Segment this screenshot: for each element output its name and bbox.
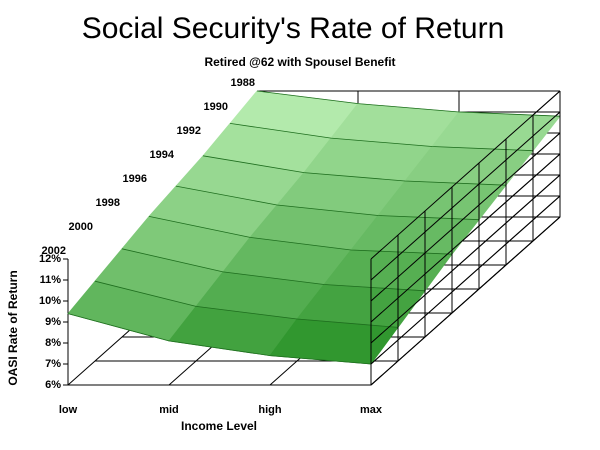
z-tick-label: 11% xyxy=(40,274,62,286)
y-tick-label: 2000 xyxy=(69,221,93,233)
y-tick-label: 1998 xyxy=(96,197,120,209)
chart-subtitle: Retired @62 with Spousel Benefit xyxy=(204,55,395,69)
grid-line xyxy=(370,132,561,302)
surface-row xyxy=(121,248,426,292)
y-tick-label: 1992 xyxy=(177,125,201,137)
z-axis-label: OASI Rate of Return xyxy=(6,270,20,385)
y-tick-label: 1988 xyxy=(231,77,255,89)
x-axis-label: Income Level xyxy=(181,419,257,433)
y-tick-label: 1990 xyxy=(204,101,228,113)
grid-line xyxy=(370,153,561,323)
surface-row xyxy=(202,155,507,186)
surface-row xyxy=(148,216,453,255)
surface-row xyxy=(175,185,480,221)
x-tick-label: low xyxy=(59,404,78,416)
x-tick-label: high xyxy=(258,404,281,416)
y-tick-label: 1996 xyxy=(123,173,147,185)
chart-title: Social Security's Rate of Return xyxy=(82,12,505,45)
z-tick-label: 7% xyxy=(45,358,61,370)
y-tick-label: 2002 xyxy=(42,245,66,257)
grid-line xyxy=(370,216,561,386)
surface-row xyxy=(229,123,534,152)
grid-line xyxy=(370,195,561,365)
y-tick-label: 1994 xyxy=(150,149,175,161)
grid-line xyxy=(370,111,561,281)
z-tick-label: 8% xyxy=(45,337,61,349)
z-tick-label: 10% xyxy=(39,295,61,307)
z-tick-label: 9% xyxy=(45,316,61,328)
x-tick-label: max xyxy=(360,404,383,416)
surface-row xyxy=(94,280,399,328)
x-tick-label: mid xyxy=(159,404,179,416)
surface-row xyxy=(256,90,561,117)
surface-row xyxy=(67,313,372,365)
z-tick-label: 12% xyxy=(39,253,61,265)
z-tick-label: 6% xyxy=(45,379,61,391)
grid-line xyxy=(370,90,561,260)
grid-line xyxy=(370,174,561,344)
